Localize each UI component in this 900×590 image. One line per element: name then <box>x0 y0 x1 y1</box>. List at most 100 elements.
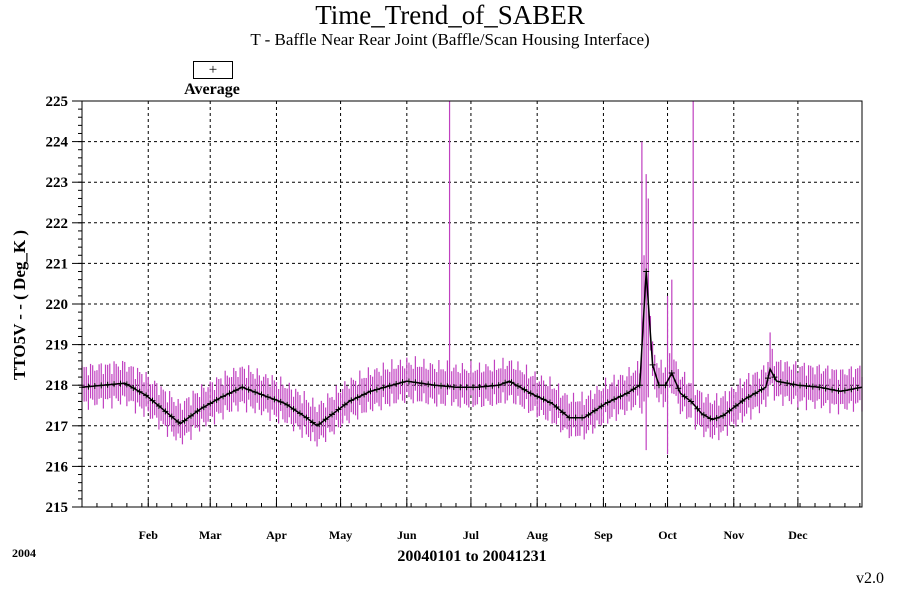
average-marker <box>675 385 682 392</box>
average-marker <box>91 383 98 390</box>
average-marker <box>367 388 374 395</box>
plot-frame <box>81 100 863 508</box>
average-marker <box>547 399 553 406</box>
average-marker <box>117 380 124 387</box>
average-marker <box>386 382 393 389</box>
average-marker <box>444 383 451 390</box>
average-marker <box>598 403 605 410</box>
average-marker <box>316 421 323 428</box>
average-marker <box>553 404 560 411</box>
year-label: 2004 <box>12 546 36 560</box>
average-marker <box>309 419 316 426</box>
y-tick-label: 217 <box>46 419 69 435</box>
average-marker <box>220 393 227 400</box>
chart-subtitle: T - Baffle Near Rear Joint (Baffle/Scan … <box>250 30 650 49</box>
average-marker <box>175 418 182 425</box>
average-marker <box>707 415 714 422</box>
x-tick-label: Apr <box>266 528 287 542</box>
average-marker <box>232 387 239 394</box>
average-marker <box>809 383 816 390</box>
average-marker <box>290 406 297 413</box>
average-marker <box>111 381 118 388</box>
y-tick-label: 218 <box>46 378 69 394</box>
average-marker <box>431 382 438 389</box>
average-series <box>79 268 863 428</box>
y-tick-label: 220 <box>46 297 69 313</box>
average-marker <box>688 398 695 405</box>
average-marker <box>354 394 361 401</box>
x-tick-label: Aug <box>527 528 548 542</box>
average-marker <box>829 386 836 393</box>
x-tick-label: May <box>329 528 352 542</box>
chart-title: Time_Trend_of_SABER <box>315 0 585 30</box>
average-marker <box>521 386 528 393</box>
average-marker <box>527 390 534 397</box>
average-marker <box>745 393 752 400</box>
average-marker <box>514 383 521 390</box>
average-marker <box>668 370 675 377</box>
grid-layer <box>82 101 862 507</box>
average-marker <box>848 386 855 393</box>
average-marker <box>617 393 624 400</box>
average-marker <box>303 414 310 421</box>
average-marker <box>482 383 489 390</box>
x-tick-label: Jun <box>397 528 417 542</box>
average-marker <box>200 404 207 411</box>
average-marker <box>258 391 265 398</box>
average-marker <box>591 407 598 414</box>
average-marker <box>438 382 445 389</box>
average-marker <box>611 396 618 403</box>
y-tick-label: 224 <box>46 135 69 151</box>
average-marker <box>136 388 143 395</box>
average-marker <box>720 412 727 419</box>
tick-labels: 215 216 217 218 219 220 221 222 223 224 225 Feb Mar A… <box>46 94 809 542</box>
average-marker <box>841 387 848 394</box>
y-tick-label: 215 <box>46 500 69 516</box>
average-marker <box>636 382 643 389</box>
average-marker <box>579 414 586 421</box>
average-marker <box>450 384 457 391</box>
average-marker <box>393 381 400 388</box>
x-tick-label: Dec <box>788 528 808 542</box>
average-marker <box>534 393 541 400</box>
average-marker <box>181 417 188 424</box>
average-marker <box>399 379 406 386</box>
average-marker <box>662 382 669 389</box>
average-marker <box>572 414 579 421</box>
average-marker <box>143 392 150 399</box>
average-marker <box>489 382 496 389</box>
average-marker <box>264 393 271 400</box>
average-marker <box>726 407 733 414</box>
average-marker <box>284 401 291 408</box>
average-marker <box>470 384 477 391</box>
average-marker <box>335 406 342 413</box>
average-marker <box>380 384 387 391</box>
average-marker <box>348 397 355 404</box>
average-marker <box>425 381 432 388</box>
date-range-label: 20040101 to 20041231 <box>397 548 547 565</box>
average-marker <box>463 384 470 391</box>
average-marker <box>373 386 380 393</box>
y-tick-label: 216 <box>46 459 69 475</box>
average-marker <box>732 402 739 409</box>
average-marker <box>341 401 348 408</box>
average-marker <box>566 414 573 421</box>
average-marker <box>207 400 214 407</box>
x-tick-label: Jul <box>463 528 480 542</box>
average-marker <box>816 384 823 391</box>
average-marker <box>797 382 804 389</box>
average-marker <box>649 361 656 368</box>
average-marker <box>643 268 650 275</box>
average-marker <box>764 375 771 382</box>
average-marker <box>418 380 425 387</box>
y-tick-label: 223 <box>46 175 69 191</box>
average-marker <box>123 381 130 388</box>
average-marker <box>405 378 412 385</box>
y-tick-label: 221 <box>46 256 69 272</box>
average-marker <box>630 386 637 393</box>
average-marker <box>213 396 220 403</box>
average-marker <box>604 399 611 406</box>
average-marker <box>508 379 515 386</box>
average-marker <box>412 379 419 386</box>
axes <box>72 100 863 508</box>
